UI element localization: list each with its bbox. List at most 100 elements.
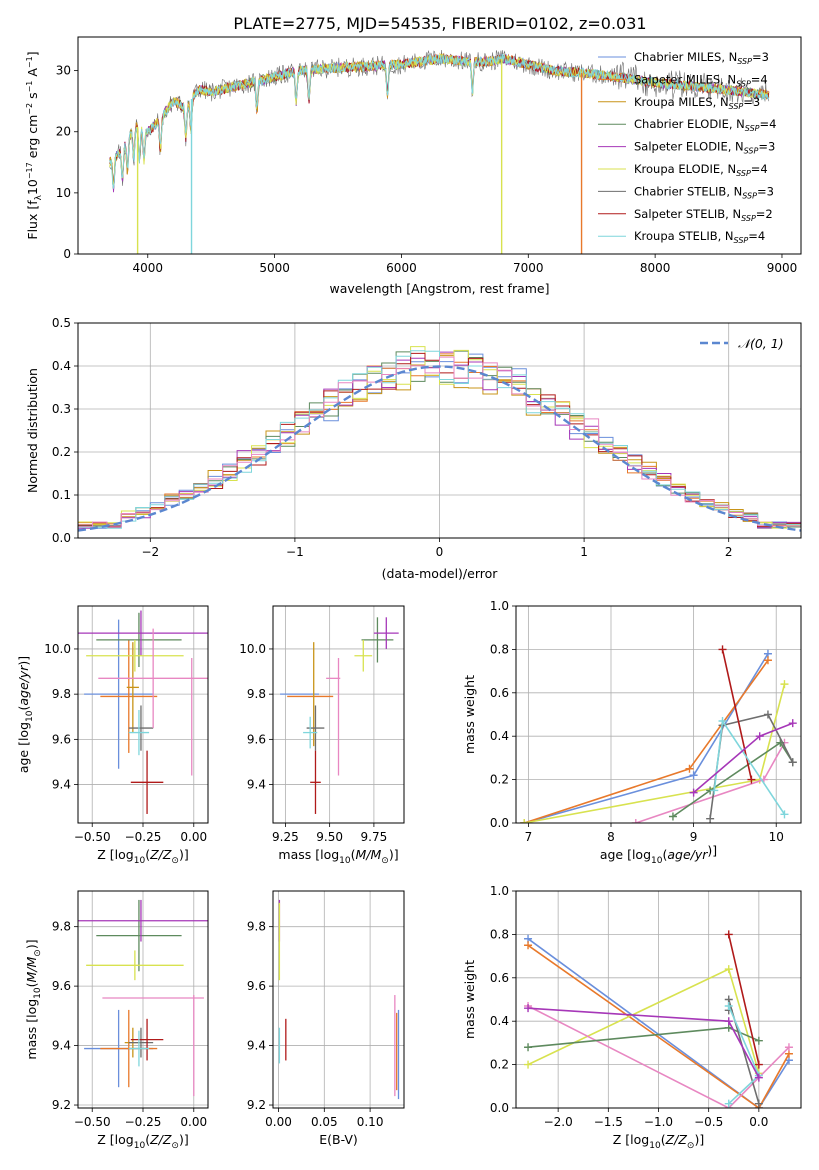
y-tick-label: 9.4	[247, 778, 266, 792]
x-tick-label: −2.0	[544, 1115, 573, 1129]
y-tick-label: 9.8	[52, 920, 71, 934]
weight-marker	[710, 786, 719, 795]
x-axis-label: (data-model)/error	[382, 566, 499, 581]
plot-area	[520, 645, 797, 823]
y-tick-label: 0	[63, 247, 71, 261]
x-tick-label: −2	[141, 545, 159, 559]
x-tick-label: 7	[525, 830, 533, 844]
residuals-panel: −2 −1 0 1 2 0.0 0.1 0.2 0.3 0.4 0.5 (data-model)/er…	[25, 316, 802, 581]
y-tick-label: 0.3	[52, 402, 71, 416]
y-axis-label: Flux [fλ10−17 erg cm−2 s−1 A−1]	[25, 51, 44, 239]
y-tick-label: 0.0	[490, 816, 509, 830]
y-tick-label: 0.4	[52, 359, 71, 373]
x-tick-label: 9	[690, 830, 698, 844]
y-tick-label: 10.0	[44, 642, 71, 656]
weight-marker	[689, 771, 698, 780]
spectrum-line	[109, 53, 769, 189]
x-tick-label: 1	[580, 545, 588, 559]
weight-line	[709, 713, 794, 819]
weight-marker	[724, 965, 733, 974]
x-tick-label: 0.00	[265, 1115, 292, 1129]
legend-label: Kroupa MILES, NSSP=3	[634, 95, 760, 111]
spectrum-panel: 4000 5000 6000 7000 8000 9000 0 10 20 30 wavelengt…	[25, 36, 802, 296]
x-axis-label: wavelength [Angstrom, rest frame]	[329, 281, 549, 296]
x-axis-label: age [log10(age/yr)]	[600, 843, 717, 866]
y-tick-label: 0.8	[490, 642, 509, 656]
x-tick-label: −1	[286, 545, 304, 559]
y-tick-label: 1.0	[490, 599, 509, 613]
y-axis-label: mass weight	[462, 675, 477, 754]
legend-label: Chabrier STELIB, NSSP=3	[634, 184, 774, 200]
plot-area	[280, 617, 399, 814]
y-tick-label: 0.2	[490, 1058, 509, 1072]
weight-line	[527, 1026, 760, 1048]
y-tick-label: 10	[56, 186, 71, 200]
x-tick-label: −0.50	[74, 830, 111, 844]
x-tick-label: 4000	[132, 261, 163, 275]
x-tick-label: 0	[436, 545, 444, 559]
x-axis-label: mass [log10(M/M⊙)]	[278, 847, 398, 866]
axes-frame	[515, 605, 802, 824]
weight-marker	[754, 1073, 763, 1082]
weight-marker	[520, 819, 529, 823]
weight-marker	[724, 930, 733, 939]
weight-marker	[524, 1060, 533, 1069]
axes-frame	[272, 605, 405, 824]
x-tick-label: 0.00	[180, 1115, 207, 1129]
legend-label: Salpeter STELIB, NSSP=2	[634, 207, 773, 223]
x-axis-label: Z [log10(Z/Z⊙)]	[97, 847, 188, 866]
weight-marker	[631, 819, 640, 823]
y-axis-label: mass [log10(M/M⊙)]	[24, 939, 43, 1059]
x-tick-label: 9.50	[316, 830, 343, 844]
x-tick-label: −1.5	[594, 1115, 623, 1129]
x-tick-label: 6000	[386, 261, 417, 275]
y-tick-label: 0.1	[52, 488, 71, 502]
legend-label: Kroupa ELODIE, NSSP=4	[634, 162, 768, 178]
x-tick-label: −0.50	[74, 1115, 111, 1129]
y-tick-label: 0.2	[490, 773, 509, 787]
x-tick-label: 5000	[259, 261, 290, 275]
weight-marker	[780, 810, 789, 819]
x-tick-label: 2	[725, 545, 733, 559]
y-tick-label: 9.4	[52, 1039, 71, 1053]
x-tick-label: 0.10	[357, 1115, 384, 1129]
mass-weight-vs-metallicity-panel: −2.0 −1.5 −1.0 −0.5 0.0 0.0 0.2 0.4 0.6 0.8 1.0 mas…	[462, 884, 802, 1151]
plot-area	[524, 930, 793, 1108]
weight-marker	[780, 680, 789, 689]
y-tick-label: 20	[56, 125, 71, 139]
weight-line	[721, 649, 753, 780]
weight-marker	[754, 1099, 763, 1108]
weight-marker	[754, 1060, 763, 1069]
y-tick-label: 9.4	[52, 778, 71, 792]
x-tick-label: 8000	[640, 261, 671, 275]
x-tick-label: 7000	[513, 261, 544, 275]
y-tick-label: 0.6	[490, 971, 509, 985]
mass-vs-extinction-panel: 0.00 0.05 0.10 9.2 9.4 9.6 9.8 E(B-V)	[247, 890, 405, 1147]
legend-label: 𝒩(0, 1)	[738, 336, 784, 351]
y-tick-label: 9.6	[52, 732, 71, 746]
y-tick-label: 9.6	[247, 979, 266, 993]
legend-label: Salpeter ELODIE, NSSP=3	[634, 140, 775, 156]
plot-area	[78, 899, 208, 1097]
mass-weight-vs-age-panel: 7 8 9 10 0.0 0.2 0.4 0.6 0.8 1.0 mass weight age [l…	[462, 599, 802, 866]
weight-line	[672, 741, 794, 818]
weight-marker	[689, 788, 698, 797]
x-axis-label: Z [log10(Z/Z⊙)]	[613, 1132, 704, 1151]
mass-vs-metallicity-panel: −0.50 −0.25 0.00 9.2 9.4 9.6 9.8 Z [log10(Z/Z⊙)…	[24, 890, 209, 1151]
y-tick-label: 9.2	[52, 1098, 71, 1112]
y-tick-label: 9.2	[247, 1098, 266, 1112]
x-axis-label: Z [log10(Z/Z⊙)]	[97, 1132, 188, 1151]
x-tick-label: −0.25	[125, 1115, 162, 1129]
axes-frame	[77, 36, 802, 255]
y-tick-label: 0.5	[52, 316, 71, 330]
normal-curve	[78, 365, 801, 532]
legend-label: Kroupa STELIB, NSSP=4	[634, 229, 765, 245]
y-tick-label: 0.8	[490, 927, 509, 941]
plot-area	[78, 346, 801, 532]
legend-label: Chabrier ELODIE, NSSP=4	[634, 117, 776, 133]
y-tick-label: 0.6	[490, 686, 509, 700]
y-tick-label: 9.8	[247, 687, 266, 701]
y-tick-label: 0.0	[52, 531, 71, 545]
y-axis-label: mass weight	[462, 960, 477, 1039]
weight-marker	[524, 1043, 533, 1052]
